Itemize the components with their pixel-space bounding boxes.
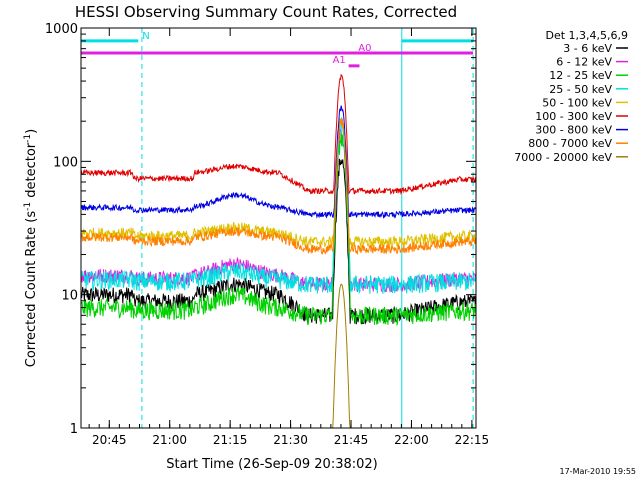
legend-label-8: 7000 - 20000 keV — [514, 151, 612, 164]
legend-label-7: 800 - 7000 keV — [528, 137, 612, 150]
legend-label-3: 25 - 50 keV — [549, 83, 612, 96]
series-line-4 — [80, 118, 477, 248]
legend-label-2: 12 - 25 keV — [549, 69, 612, 82]
legend-label-5: 100 - 300 keV — [535, 110, 612, 123]
y-tick-label-3: 1000 — [45, 22, 78, 37]
state-bar-label-0: N — [142, 31, 149, 42]
legend-label-6: 300 - 800 keV — [535, 124, 612, 137]
plot-area: N A0 A1 20:45 21:00 21:15 21:30 21:45 22:00 22:15… — [45, 22, 489, 447]
x-tick-label-5: 22:00 — [394, 433, 429, 447]
series-line-1 — [80, 128, 477, 293]
y-axis-label-sup2: -1 — [23, 134, 33, 143]
y-tick-label-0: 1 — [70, 422, 78, 437]
series-line-5 — [80, 73, 477, 196]
footer-date: 17-Mar-2010 19:55 — [560, 467, 637, 476]
series-line-2 — [80, 131, 477, 326]
series-line-3 — [80, 117, 477, 295]
y-axis-label-sup1: -1 — [23, 202, 33, 211]
series-line-7 — [80, 118, 477, 256]
x-axis-label: Start Time (26-Sep-09 20:38:02) — [166, 457, 377, 472]
state-bar-label-2: A0 — [358, 43, 371, 54]
series-line-8 — [327, 283, 356, 429]
plot-frame — [80, 27, 477, 429]
y-tick-label-1: 10 — [61, 289, 78, 304]
y-axis-label-end: ) — [24, 129, 39, 134]
x-tick-label-6: 22:15 — [455, 433, 490, 447]
chart-title: HESSI Observing Summary Count Rates, Cor… — [75, 3, 457, 21]
series-line-6 — [80, 105, 477, 220]
x-tick-label-1: 21:00 — [152, 433, 187, 447]
y-axis-label-mid: detector — [24, 142, 39, 202]
x-tick-label-4: 21:45 — [334, 433, 369, 447]
x-tick-label-0: 20:45 — [92, 433, 127, 447]
y-tick-label-2: 100 — [53, 155, 78, 170]
legend-label-4: 50 - 100 keV — [542, 96, 612, 109]
state-bar-label-3: A1 — [333, 55, 346, 66]
legend-label-0: 3 - 6 keV — [563, 42, 612, 55]
y-axis-label: Corrected Count Rate (s-1 detector-1) — [23, 129, 39, 367]
y-axis-label-main: Corrected Count Rate (s — [24, 211, 39, 368]
legend-label-1: 6 - 12 keV — [556, 56, 612, 69]
x-tick-label-2: 21:15 — [213, 433, 248, 447]
legend-header: Det 1,3,4,5,6,9 — [545, 29, 628, 42]
x-tick-label-3: 21:30 — [273, 433, 308, 447]
